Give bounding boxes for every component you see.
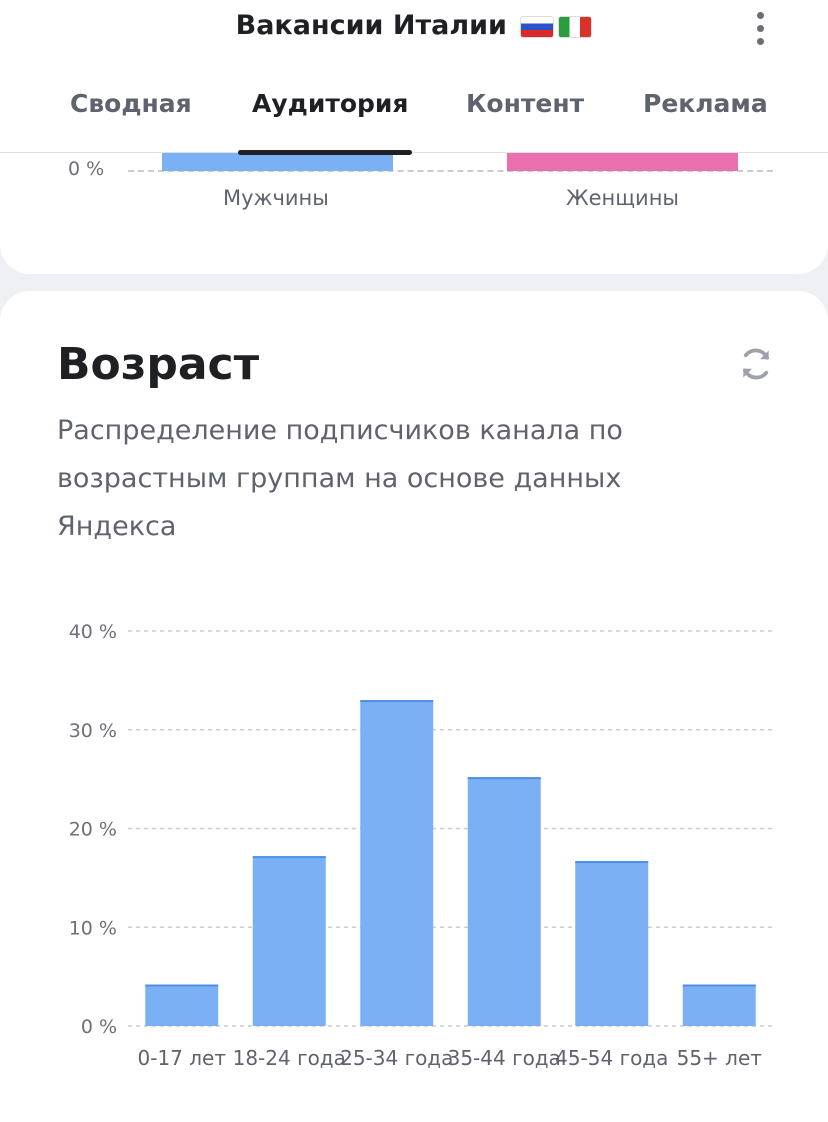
x-tick-label: 55+ лет bbox=[677, 1046, 763, 1070]
age-bar-top bbox=[682, 984, 756, 987]
x-tick-label: 25-34 года bbox=[340, 1046, 453, 1070]
age-card-title: Возраст bbox=[57, 339, 260, 390]
age-bar[interactable] bbox=[145, 984, 219, 1026]
bar-women[interactable] bbox=[507, 152, 738, 171]
age-card: Возраст Распределение подписчиков канала… bbox=[0, 291, 828, 1122]
tab-summary[interactable]: Сводная bbox=[70, 89, 192, 118]
tab-ads[interactable]: Реклама bbox=[643, 89, 768, 118]
age-bar-top bbox=[575, 861, 649, 864]
age-bar-top bbox=[252, 856, 326, 859]
y-tick-label: 20 % bbox=[69, 819, 117, 841]
flag-russia-icon bbox=[520, 15, 555, 38]
age-bar[interactable] bbox=[360, 700, 434, 1026]
tab-bar: Сводная Аудитория Контент Реклама bbox=[0, 84, 828, 155]
gender-zero-label: 0 % bbox=[68, 158, 105, 180]
x-tick-label: 0-17 лет bbox=[138, 1046, 227, 1070]
label-women: Женщины bbox=[566, 186, 680, 210]
app-header: Вакансии Италии Сводная Аудитория Контен… bbox=[0, 0, 828, 155]
bar-men[interactable] bbox=[162, 152, 393, 171]
channel-title: Вакансии Италии bbox=[0, 6, 828, 46]
more-vertical-icon[interactable] bbox=[746, 8, 774, 48]
label-men: Мужчины bbox=[223, 186, 329, 210]
age-bar[interactable] bbox=[467, 777, 541, 1026]
gender-axis-line bbox=[128, 170, 773, 172]
y-tick-label: 40 % bbox=[69, 621, 117, 643]
age-bar-top bbox=[145, 984, 219, 987]
x-tick-label: 35-44 года bbox=[448, 1046, 561, 1070]
y-tick-label: 0 % bbox=[81, 1016, 117, 1038]
tab-content[interactable]: Контент bbox=[466, 89, 585, 118]
y-tick-label: 10 % bbox=[69, 917, 117, 939]
x-tick-label: 45-54 года bbox=[555, 1046, 668, 1070]
age-bar-top bbox=[360, 700, 434, 703]
tab-audience[interactable]: Аудитория bbox=[252, 89, 409, 118]
channel-title-text: Вакансии Италии bbox=[235, 10, 507, 41]
flag-italy-icon bbox=[558, 15, 593, 38]
refresh-icon[interactable] bbox=[737, 345, 775, 383]
active-tab-indicator bbox=[238, 150, 412, 155]
age-bar[interactable] bbox=[682, 984, 756, 1026]
age-bar[interactable] bbox=[575, 861, 649, 1026]
y-tick-label: 30 % bbox=[69, 720, 117, 742]
x-tick-label: 18-24 года bbox=[233, 1046, 346, 1070]
age-bar-chart: 0 % 10 % 20 % 30 % 40 % 0-17 лет 18-24 года25-… bbox=[69, 621, 773, 1070]
age-bar-top bbox=[467, 777, 541, 780]
age-card-description: Распределение подписчиков канала по возр… bbox=[57, 415, 623, 542]
age-bar[interactable] bbox=[252, 856, 326, 1026]
